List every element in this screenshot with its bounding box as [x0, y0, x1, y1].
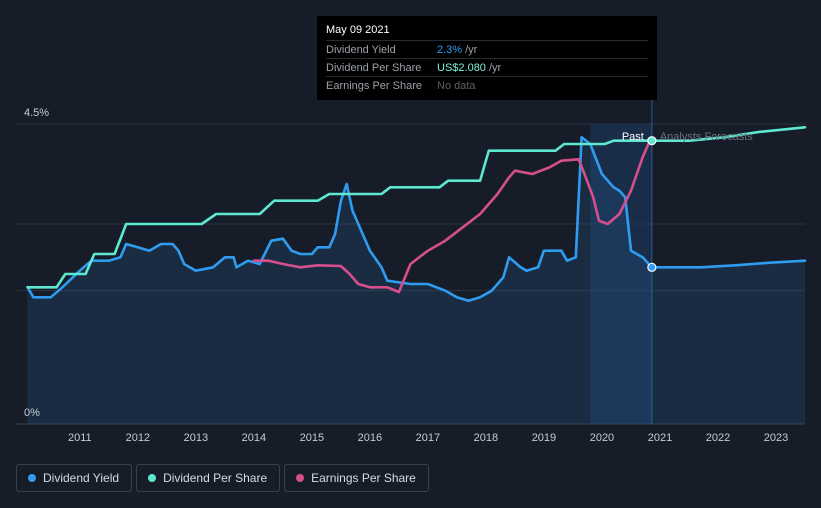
x-tick-2018: 2018 [474, 432, 498, 444]
x-tick-2022: 2022 [706, 432, 730, 444]
x-tick-2017: 2017 [416, 432, 440, 444]
yield-area [27, 137, 806, 425]
legend-dot-eps [296, 474, 305, 482]
tooltip-unit-dps: /yr [488, 61, 502, 74]
legend-dot-dps [148, 474, 157, 482]
x-tick-2020: 2020 [590, 432, 614, 444]
tooltip-row-yield: Dividend Yield 2.3% /yr [326, 40, 648, 58]
x-tick-2021: 2021 [648, 432, 672, 444]
x-tick-2013: 2013 [184, 432, 208, 444]
x-tick-2011: 2011 [68, 432, 92, 444]
yield-area-fill [27, 137, 806, 425]
tooltip-label-yield: Dividend Yield [326, 43, 396, 56]
marker-points [647, 136, 657, 272]
tooltip-date: May 09 2021 [326, 24, 390, 36]
tooltip-value-eps: No data [437, 79, 476, 92]
legend-label-yield: Dividend Yield [43, 471, 120, 485]
tooltip-unit-yield: /yr [465, 43, 478, 56]
x-tick-2015: 2015 [300, 432, 324, 444]
x-tick-2016: 2016 [358, 432, 382, 444]
legend-label-eps: Earnings Per Share [311, 471, 416, 485]
x-tick-2012: 2012 [126, 432, 150, 444]
tooltip-label-dps: Dividend Per Share [326, 61, 422, 74]
series-line-yield [26, 136, 807, 302]
tooltip-value-dps: US$2.080 [437, 61, 486, 74]
axis-labels: 4.5% 0% 2011 2012 2013 2014 2015 2016 2017 2018 20… [24, 107, 788, 444]
marker-point-dps [647, 136, 657, 146]
legend-earnings-per-share[interactable]: Earnings Per Share [284, 464, 429, 492]
y-label-bottom: 0% [24, 407, 40, 419]
tooltip-row-dps: Dividend Per Share US$2.080 /yr [326, 58, 648, 76]
y-label-top: 4.5% [24, 107, 49, 119]
series-lines [26, 126, 807, 302]
chart-legend: Dividend Yield Dividend Per Share Earnin… [16, 464, 429, 492]
forecast-label: Analysts Forecasts [660, 131, 753, 143]
past-label: Past [622, 131, 644, 143]
legend-dot-yield [28, 474, 36, 482]
tooltip-row-eps: Earnings Per Share No data [326, 76, 648, 94]
x-tick-2014: 2014 [242, 432, 266, 444]
tooltip-value-yield: 2.3% [437, 43, 463, 56]
marker-point-yield [647, 262, 657, 272]
legend-label-dps: Dividend Per Share [163, 471, 268, 485]
legend-dividend-per-share[interactable]: Dividend Per Share [136, 464, 281, 492]
legend-dividend-yield[interactable]: Dividend Yield [16, 464, 133, 492]
tooltip-label-eps: Earnings Per Share [326, 79, 422, 92]
hover-tooltip: May 09 2021 Dividend Yield 2.3% /yr Divi… [317, 16, 657, 100]
x-tick-2019: 2019 [532, 432, 556, 444]
series-line-eps [252, 142, 650, 294]
x-tick-2023: 2023 [764, 432, 788, 444]
series-line-dps [26, 126, 807, 289]
